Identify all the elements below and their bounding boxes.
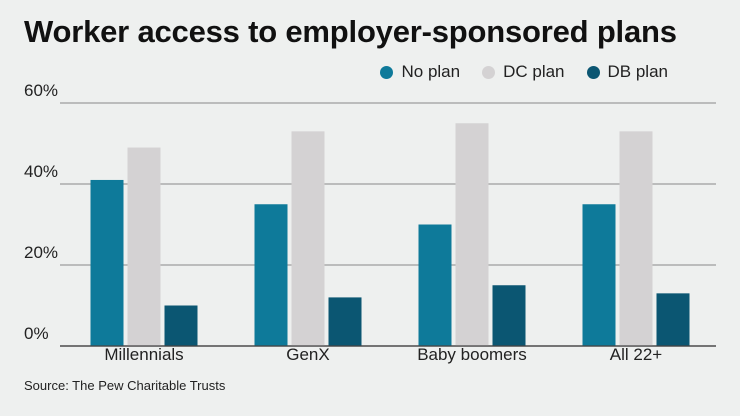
legend-label-dc-plan: DC plan — [503, 62, 565, 81]
bar-millennials-no-plan — [90, 179, 124, 346]
chart-legend: No plan DC plan DB plan — [380, 62, 668, 82]
legend-swatch-db-plan — [586, 65, 600, 79]
x-category-label: Baby boomers — [417, 345, 527, 364]
legend-item-no-plan: No plan — [380, 62, 460, 82]
bar-genx-db-plan — [328, 297, 362, 346]
bar-millennials-db-plan — [164, 305, 198, 346]
y-tick-label-60: 60% — [24, 81, 58, 100]
bar-genx-no-plan — [254, 204, 288, 346]
x-category-label: All 22+ — [610, 345, 663, 364]
bar-all-22--no-plan — [582, 204, 616, 346]
x-category-label: Millennials — [104, 345, 183, 364]
legend-swatch-no-plan — [380, 65, 394, 79]
legend-item-dc-plan: DC plan — [482, 62, 565, 82]
y-tick-label-40: 40% — [24, 162, 58, 181]
legend-swatch-dc-plan — [482, 65, 496, 79]
bar-genx-dc-plan — [291, 131, 325, 346]
legend-label-no-plan: No plan — [401, 62, 461, 81]
x-category-label: GenX — [286, 345, 329, 364]
bar-millennials-dc-plan — [127, 147, 161, 346]
legend-item-db-plan: DB plan — [586, 62, 668, 82]
bar-all-22--db-plan — [656, 293, 690, 346]
y-tick-label-20: 20% — [24, 243, 58, 262]
chart-title: Worker access to employer-sponsored plan… — [24, 14, 677, 49]
y-tick-label-0: 0% — [24, 324, 49, 343]
source-note: Source: The Pew Charitable Trusts — [24, 378, 226, 393]
bar-baby-boomers-db-plan — [492, 285, 526, 346]
legend-label-db-plan: DB plan — [607, 62, 668, 81]
bar-all-22--dc-plan — [619, 131, 653, 346]
bar-baby-boomers-dc-plan — [455, 123, 489, 346]
bar-baby-boomers-no-plan — [418, 224, 452, 346]
